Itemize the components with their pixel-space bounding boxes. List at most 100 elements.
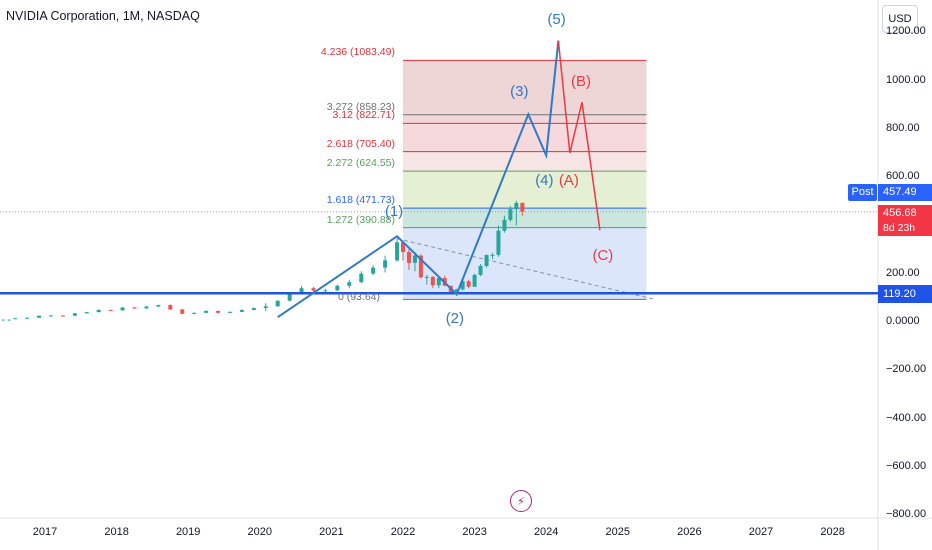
candle-body: [508, 209, 513, 220]
wave-label: (C): [592, 246, 614, 264]
candle-body: [48, 315, 53, 317]
events-lightning-icon[interactable]: ⚡: [510, 490, 532, 512]
candle-body: [347, 282, 352, 286]
fib-zone: [403, 114, 647, 124]
candle-body: [156, 305, 161, 307]
price-tick: 1000.00: [886, 73, 926, 86]
price-tick: 0.0000: [886, 315, 920, 327]
candle-body: [359, 273, 364, 283]
wave-label: (3): [510, 82, 529, 100]
currency-button[interactable]: USD: [882, 5, 918, 33]
fib-level-label: 3.272 (858.23): [326, 100, 395, 113]
wave-label: (A): [558, 171, 579, 189]
candle-body: [436, 278, 441, 286]
fib-level-label: 1.272 (390.88): [326, 213, 395, 226]
candle-body: [132, 307, 137, 309]
countdown-label: 8d 23h: [878, 221, 932, 236]
candle-body: [25, 317, 30, 319]
fib-level-label: 3.12 (822.71): [332, 109, 395, 122]
fib-zone: [403, 123, 647, 152]
time-tick: 2024: [533, 526, 559, 538]
drawing-lines: [0, 211, 878, 300]
candle-body: [275, 300, 280, 307]
price-tick: 200.00: [886, 266, 920, 279]
wave-label: (1): [384, 203, 404, 221]
candle-body: [263, 306, 268, 308]
wave-label: (2): [445, 309, 465, 327]
candle-body: [299, 288, 304, 295]
candle-body: [472, 274, 477, 287]
wave-label: (B): [571, 72, 591, 90]
candle-body: [120, 307, 125, 311]
candle-body: [383, 260, 388, 268]
candle-body: [108, 309, 113, 311]
price-tick: 600.00: [886, 170, 920, 183]
candle-body: [84, 312, 89, 314]
candle-body: [412, 255, 417, 263]
candle-body: [454, 289, 459, 293]
time-tick: 2017: [32, 526, 58, 538]
candle-body: [60, 315, 65, 317]
candle-body: [418, 255, 423, 278]
candle-body: [401, 242, 405, 252]
candle-body: [227, 311, 232, 313]
price-tick: 800.00: [886, 121, 920, 134]
post-tag: Post: [848, 184, 877, 201]
time-tick: 2019: [175, 526, 201, 538]
candle-body: [460, 281, 465, 290]
candle-body: [406, 251, 411, 263]
candle-body: [520, 202, 525, 212]
fib-zone: [403, 151, 647, 172]
time-tick: 2018: [104, 526, 129, 538]
candle-body: [311, 288, 316, 291]
candle-body: [37, 315, 42, 318]
time-tick: 2027: [748, 526, 774, 538]
candles: [1, 200, 525, 321]
fib-level-label: 2.618 (705.40): [326, 137, 395, 150]
time-tick: 2025: [605, 526, 631, 538]
fib-level-label: 1.618 (471.73): [326, 194, 395, 207]
candle-body: [424, 276, 429, 278]
elliott-correction-wave: [557, 40, 601, 231]
horizontal-line-price-label: 119.20: [878, 285, 932, 303]
price-tick: −800.00: [886, 508, 927, 521]
price-tick: −400.00: [886, 411, 927, 424]
candle-body: [180, 309, 185, 314]
candle-body: [478, 265, 483, 275]
overlay-lines: [0, 40, 878, 318]
fib-level-label: 2.272 (624.55): [326, 157, 395, 170]
price-tick: 1200.00: [886, 25, 926, 38]
candle-body: [395, 242, 400, 261]
last-price-label: 456.68: [878, 205, 932, 221]
candle-body: [502, 219, 507, 231]
candle-body: [323, 290, 328, 292]
candle-body: [251, 307, 256, 310]
chart-title: NVIDIA Corporation, 1M, NASDAQ: [6, 9, 200, 23]
candle-body: [13, 318, 18, 320]
wave-label: (5): [547, 11, 566, 29]
time-tick: 2021: [319, 526, 344, 538]
time-tick: 2028: [820, 526, 845, 538]
candle-body: [514, 202, 519, 210]
fib-level-label: 4.236 (1083.49): [320, 46, 395, 59]
candle-body: [496, 230, 501, 255]
candle-body: [484, 255, 489, 266]
price-tick: −600.00: [886, 459, 927, 472]
wave-label: (4): [535, 171, 554, 189]
candle-body: [216, 310, 221, 313]
candle-body: [192, 312, 197, 314]
fib-zone: [403, 208, 647, 228]
candle-body: [204, 310, 209, 313]
price-tick: −200.00: [886, 363, 927, 376]
candle-body: [430, 276, 435, 286]
time-tick: 2026: [677, 526, 702, 538]
candle-body: [287, 294, 292, 301]
diagonal-trend-line: [396, 238, 654, 300]
candle-body: [144, 306, 149, 309]
elliott-impulse-wave: [277, 40, 560, 318]
fib-zone: [403, 60, 647, 115]
time-tick: 2022: [390, 526, 416, 538]
post-price-label: 457.49: [878, 184, 932, 201]
candle-body: [96, 309, 101, 313]
